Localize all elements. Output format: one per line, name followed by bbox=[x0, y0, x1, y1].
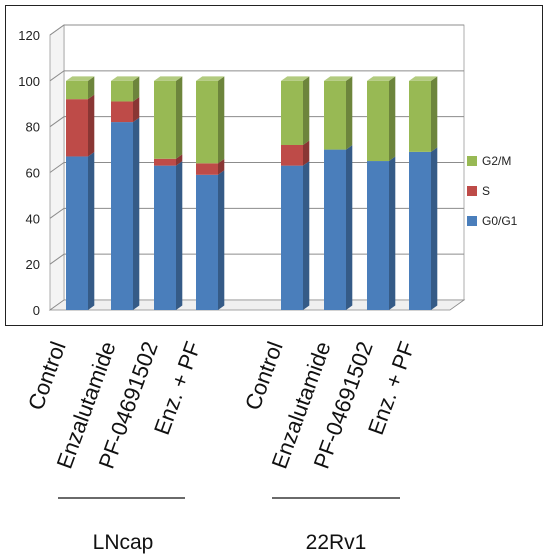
legend-swatch bbox=[467, 186, 477, 196]
bar-segment-side bbox=[176, 161, 183, 310]
bar-segment-g0-g1 bbox=[281, 165, 303, 310]
bar-segment-s bbox=[154, 158, 176, 166]
y-tick-label: 100 bbox=[18, 74, 40, 89]
gridline bbox=[49, 70, 464, 82]
bar-segment-g2-m bbox=[281, 80, 303, 145]
bar-segment-g0-g1 bbox=[111, 122, 133, 310]
plot-floor bbox=[48, 299, 466, 311]
bar-segment-top bbox=[324, 76, 353, 81]
legend-swatch bbox=[467, 156, 477, 166]
y-tick-label: 0 bbox=[33, 303, 40, 318]
bar-segment-g2-m bbox=[111, 80, 133, 102]
bar-segment-side bbox=[346, 76, 353, 150]
bar-segment-side bbox=[218, 170, 225, 310]
y-tick-label: 40 bbox=[26, 211, 40, 226]
bar-segment-side bbox=[303, 161, 310, 310]
bar-segment-s bbox=[111, 101, 133, 123]
bar-segment-side bbox=[303, 140, 310, 166]
bar-segment-g0-g1 bbox=[154, 165, 176, 310]
y-tick-label: 20 bbox=[26, 257, 40, 272]
bar-segment-g2-m bbox=[196, 80, 218, 164]
bar-segment-side bbox=[133, 96, 140, 123]
bar-segment-top bbox=[66, 76, 95, 81]
bar-segment-side bbox=[303, 76, 310, 145]
bar-segment-side bbox=[88, 151, 95, 310]
bar-segment-g0-g1 bbox=[409, 151, 431, 310]
legend-label: G2/M bbox=[482, 154, 511, 168]
bar-segment-g2-m bbox=[324, 80, 346, 150]
bar-segment-g2-m bbox=[154, 80, 176, 159]
bar-segment-side bbox=[431, 76, 438, 152]
bar-segment-g2-m bbox=[409, 80, 431, 152]
bar-segment-top bbox=[409, 76, 438, 81]
bar-segment-top bbox=[196, 76, 225, 81]
bar-segment-side bbox=[133, 117, 140, 310]
bar-segment-side bbox=[431, 147, 438, 310]
bar-segment-top bbox=[281, 76, 310, 81]
bar-segment-g0-g1 bbox=[196, 174, 218, 310]
bar-segment-s bbox=[281, 145, 303, 166]
category-label: Control bbox=[23, 338, 71, 413]
bar-segment-side bbox=[389, 156, 396, 310]
category-label: Control bbox=[240, 338, 288, 413]
group-label: 22Rv1 bbox=[306, 531, 367, 554]
group-label: LNcap bbox=[93, 531, 154, 554]
bar-segment-side bbox=[218, 76, 225, 164]
bar-segment-g0-g1 bbox=[367, 161, 389, 310]
bar-segment-s bbox=[66, 99, 88, 157]
legend-label: G0/G1 bbox=[482, 214, 518, 228]
legend-label: S bbox=[482, 184, 490, 198]
y-tick-label: 60 bbox=[26, 166, 40, 181]
legend-swatch bbox=[467, 216, 477, 226]
bar-segment-side bbox=[88, 76, 95, 100]
bar-segment-top bbox=[367, 76, 396, 81]
bar-segment-side bbox=[176, 76, 183, 159]
bar-segment-side bbox=[346, 145, 353, 310]
gridline bbox=[49, 24, 464, 36]
bar-segment-g2-m bbox=[66, 80, 88, 100]
bar-segment-side bbox=[176, 154, 183, 166]
bar-segment-g0-g1 bbox=[324, 149, 346, 310]
bar-segment-g2-m bbox=[367, 80, 389, 162]
bar-segment-side bbox=[389, 76, 396, 162]
bar-segment-top bbox=[154, 76, 183, 81]
bar-segment-side bbox=[218, 158, 225, 175]
bar-segment-top bbox=[111, 76, 140, 81]
y-tick-label: 80 bbox=[26, 120, 40, 135]
y-tick-label: 120 bbox=[18, 28, 40, 43]
bar-segment-s bbox=[196, 163, 218, 175]
bar-segment-side bbox=[133, 76, 140, 102]
bar-segment-g0-g1 bbox=[66, 156, 88, 310]
bar-segment-side bbox=[88, 94, 95, 157]
